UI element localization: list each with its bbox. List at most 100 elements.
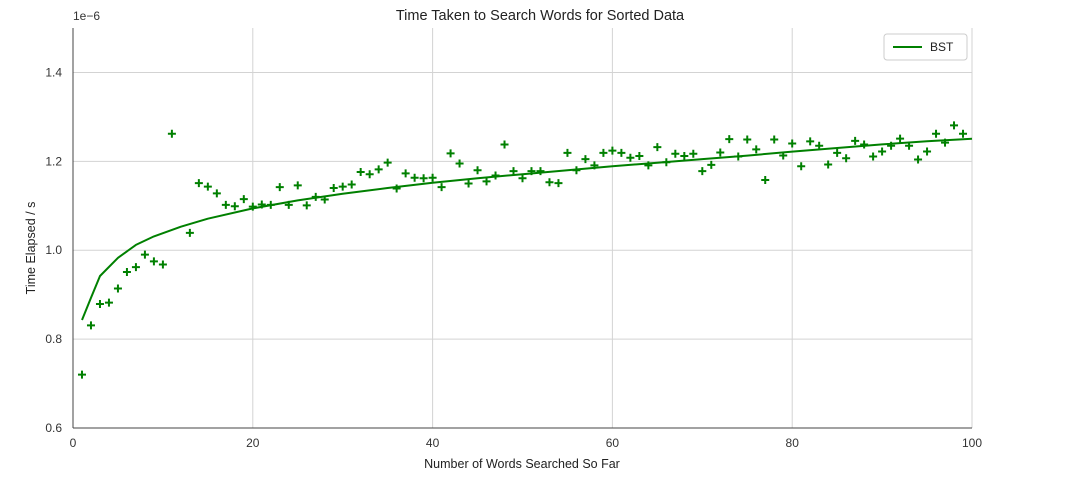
scatter-point xyxy=(104,298,113,307)
scatter-point xyxy=(815,141,824,150)
scatter-point xyxy=(95,300,104,308)
tick-labels: 0 20 40 60 80 100 0.6 0.8 1.0 1.2 1.4 xyxy=(45,65,982,450)
scatter-point xyxy=(158,260,167,269)
scatter-point xyxy=(275,183,284,192)
scatter-point xyxy=(266,200,275,209)
scatter-point xyxy=(140,250,149,259)
scatter-point xyxy=(941,138,950,147)
scatter-point xyxy=(473,166,482,175)
scatter-point xyxy=(914,155,923,164)
scatter-point xyxy=(428,173,437,182)
chart-title: Time Taken to Search Words for Sorted Da… xyxy=(396,8,685,24)
scatter-point xyxy=(239,195,248,204)
scatter-point xyxy=(725,135,734,144)
scatter-point xyxy=(788,139,797,148)
x-tick-label: 20 xyxy=(246,436,260,450)
legend-label-bst: BST xyxy=(930,40,954,54)
scatter-point xyxy=(518,174,527,183)
scatter-point xyxy=(185,228,194,237)
scatter-point xyxy=(455,159,464,168)
scatter-point xyxy=(671,149,680,158)
y-tick-label: 1.2 xyxy=(45,154,62,168)
x-axis-label: Number of Words Searched So Far xyxy=(424,457,620,471)
scatter-point xyxy=(878,147,887,156)
x-tick-label: 80 xyxy=(786,436,800,450)
x-tick-label: 0 xyxy=(70,436,77,450)
scatter-point xyxy=(248,202,257,211)
scatter-point xyxy=(86,321,95,330)
scatter-point xyxy=(77,370,86,379)
scatter-point xyxy=(482,177,491,186)
scatter-point xyxy=(716,148,725,157)
scatter-point xyxy=(950,121,959,130)
scatter-point xyxy=(743,135,752,144)
scatter-point xyxy=(662,158,671,167)
scatter-point xyxy=(761,176,770,184)
scatter-point xyxy=(707,160,716,169)
scatter-point xyxy=(401,169,410,178)
scatter-point xyxy=(572,166,581,175)
scatter-point xyxy=(383,158,392,167)
y-tick-label: 1.0 xyxy=(45,243,62,257)
scatter-point xyxy=(257,200,266,209)
scatter-point xyxy=(284,200,293,209)
scatter-point xyxy=(527,167,536,176)
x-tick-label: 40 xyxy=(426,436,440,450)
scatter-point xyxy=(311,192,320,201)
scatter-point xyxy=(347,180,356,189)
scatter-point xyxy=(554,179,563,188)
scatter-point xyxy=(851,136,860,145)
y-tick-label: 0.6 xyxy=(45,421,62,435)
scatter-point xyxy=(464,179,473,188)
scatter-point xyxy=(392,184,401,193)
scatter-point xyxy=(446,149,455,158)
scatter-point xyxy=(590,161,599,170)
scatter-point xyxy=(167,129,176,138)
scatter-point xyxy=(545,178,554,187)
scatter-point xyxy=(833,148,842,157)
scatter-point xyxy=(203,182,212,191)
scatter-point xyxy=(680,152,689,160)
axes xyxy=(72,28,972,429)
scatter-point xyxy=(437,183,446,192)
scatter-point xyxy=(149,257,158,266)
y-axis-label: Time Elapsed / s xyxy=(24,202,38,295)
marks xyxy=(77,121,973,379)
scatter-point xyxy=(770,135,779,144)
scatter-point xyxy=(842,154,851,163)
scatter-point xyxy=(419,174,428,183)
legend-box xyxy=(883,33,968,61)
scatter-point xyxy=(194,179,203,188)
scatter-point xyxy=(365,170,374,179)
scatter-point xyxy=(653,143,662,152)
scatter-point xyxy=(806,137,815,146)
scatter-point xyxy=(536,167,545,176)
scatter-point xyxy=(689,149,698,158)
scatter-point xyxy=(302,201,311,210)
scatter-point xyxy=(230,202,239,211)
scatter-point xyxy=(734,152,743,161)
scatter-point xyxy=(293,181,302,190)
scatter-point xyxy=(824,160,833,169)
scatter-point xyxy=(608,146,617,155)
scatter-point xyxy=(959,129,968,138)
y-offset-text: 1e−6 xyxy=(73,9,100,23)
scatter-point xyxy=(626,153,635,162)
scatter-point xyxy=(617,148,626,157)
scatter-point xyxy=(599,148,608,157)
scatter-point xyxy=(563,148,572,157)
scatter-point xyxy=(869,152,878,161)
scatter-point xyxy=(752,145,761,154)
scatter-point xyxy=(212,189,221,198)
scatter-point xyxy=(635,152,644,160)
y-tick-label: 1.4 xyxy=(45,65,62,79)
scatter-point xyxy=(113,284,122,293)
scatter-point xyxy=(374,165,383,174)
scatter-point xyxy=(131,263,140,272)
grid xyxy=(73,28,973,428)
x-tick-label: 100 xyxy=(962,436,982,450)
scatter-point xyxy=(932,129,941,138)
scatter-point xyxy=(356,168,365,176)
